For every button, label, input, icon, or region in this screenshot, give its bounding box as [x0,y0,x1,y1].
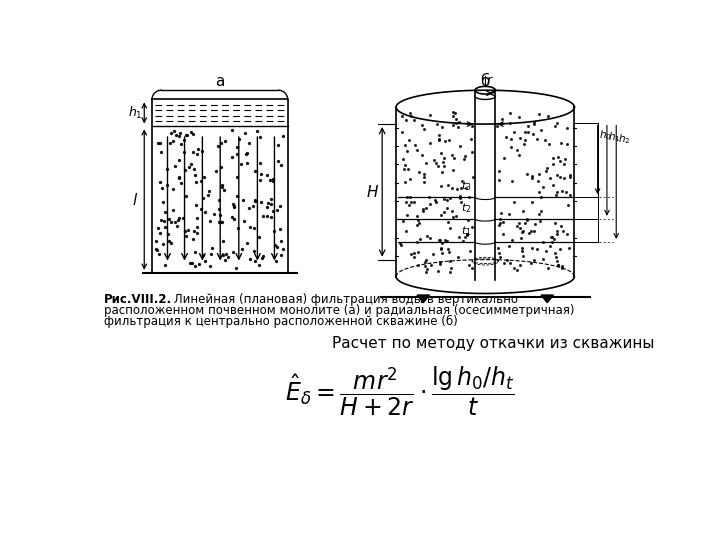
Text: $h_0$: $h_0$ [599,128,612,141]
Text: Линейная (плановая) фильтрация воды в вертикально: Линейная (плановая) фильтрация воды в ве… [170,294,518,307]
Text: $l$: $l$ [132,192,138,207]
Text: $t_3$: $t_3$ [461,180,472,193]
Text: б: б [480,74,490,89]
Text: Рис.VIII.2.: Рис.VIII.2. [104,294,172,307]
Polygon shape [417,295,429,303]
Text: а: а [215,74,225,89]
Text: расположенном почвенном монолите (а) и радиальная (осесимметричная): расположенном почвенном монолите (а) и р… [104,304,575,318]
Text: $h_2$: $h_2$ [618,132,630,146]
Text: $r$: $r$ [487,74,494,87]
Text: $H$: $H$ [366,184,379,200]
Text: $h_1$: $h_1$ [608,130,621,144]
Text: Расчет по методу откачки из скважины: Расчет по методу откачки из скважины [332,336,654,351]
Text: $t_2$: $t_2$ [461,201,472,215]
Polygon shape [541,295,554,303]
Text: фильтрация к центрально расположенной скважине (б): фильтрация к центрально расположенной ск… [104,315,458,328]
Text: $t_1$: $t_1$ [461,224,472,238]
Text: $\hat{E}_{\delta} = \dfrac{mr^2}{H + 2r} \cdot \dfrac{\lg h_0/h_t}{t}$: $\hat{E}_{\delta} = \dfrac{mr^2}{H + 2r}… [285,365,515,418]
Text: $h_1$: $h_1$ [127,105,143,121]
